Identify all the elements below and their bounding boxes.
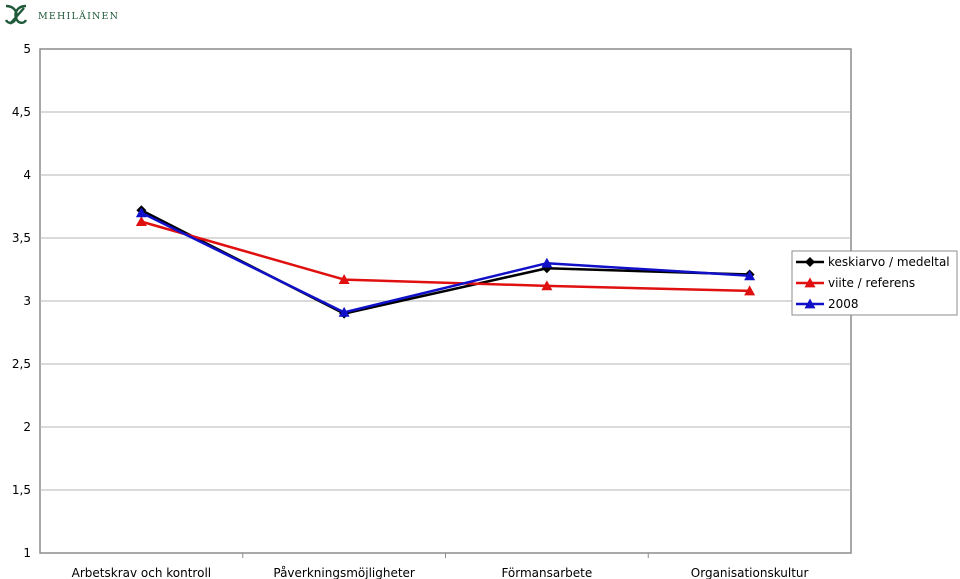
- data-point: [338, 306, 350, 317]
- series-line-2: [140, 211, 750, 314]
- x-tick-label: Organisationskultur: [691, 566, 809, 579]
- y-tick-label: 2,5: [12, 357, 31, 371]
- data-point: [338, 274, 350, 284]
- series-line-1: [141, 220, 750, 293]
- y-tick-label: 1: [23, 546, 31, 560]
- x-tick-label: Förmansarbete: [501, 566, 592, 579]
- legend-swatch-marker: [804, 298, 816, 309]
- mehilainen-logo: MEHILÄINEN: [4, 4, 119, 25]
- brand-name: MEHILÄINEN: [38, 10, 119, 22]
- legend-label: 2008: [828, 297, 859, 311]
- data-point: [744, 285, 756, 296]
- x-tick-label: Påverkningsmöjligheter: [273, 566, 415, 579]
- y-tick-label: 5: [23, 42, 31, 56]
- y-tick-label: 1,5: [12, 483, 31, 497]
- y-tick-label: 4,5: [12, 105, 31, 119]
- legend-label: keskiarvo / medeltal: [828, 255, 950, 269]
- data-point: [744, 270, 756, 281]
- data-point: [541, 257, 553, 268]
- y-tick-label: 3,5: [12, 231, 31, 245]
- data-point: [541, 280, 553, 291]
- data-point: [135, 216, 147, 227]
- y-tick-label: 3: [23, 294, 31, 308]
- y-tick-label: 4: [23, 168, 31, 182]
- x-tick-label: Arbetskrav och kontroll: [72, 566, 211, 579]
- data-point: [135, 207, 147, 218]
- legend-label: viite / referens: [828, 276, 915, 290]
- legend-swatch-marker: [805, 257, 815, 267]
- y-tick-label: 2: [23, 420, 31, 434]
- legend-swatch-marker: [804, 277, 816, 288]
